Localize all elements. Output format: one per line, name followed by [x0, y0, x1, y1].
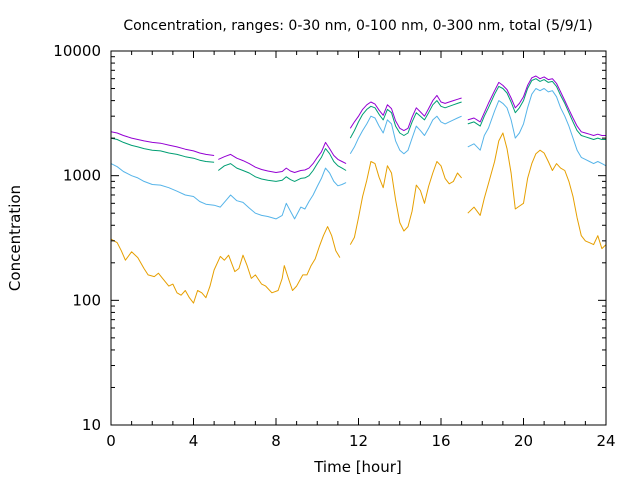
series-2-line-segment [349, 100, 462, 139]
ticks-layer: 0 4 8 12 16 20 24 10 100 1000 10000 [53, 42, 615, 450]
chart-title: Concentration, ranges: 0-30 nm, 0-100 nm… [123, 18, 592, 34]
y-tick-label: 1000 [63, 167, 101, 185]
series-1-line-segment [467, 88, 607, 167]
series-1-line-segment [110, 163, 347, 220]
series-3-line-segment [467, 75, 606, 136]
series-0-line-segment [349, 161, 462, 245]
series-3-line-segment [349, 94, 462, 132]
x-tick-label: 16 [431, 432, 450, 450]
x-tick-label: 20 [514, 432, 533, 450]
x-tick-label: 12 [349, 432, 368, 450]
series-0-line-segment [467, 132, 607, 250]
series-2-line-segment [217, 148, 347, 182]
x-tick-label: 24 [596, 432, 615, 450]
series-0-line-segment [110, 226, 341, 304]
series-3 [110, 75, 606, 173]
y-tick-label: 100 [72, 291, 101, 309]
series-3-line-segment [110, 131, 215, 156]
series-2-line-segment [467, 78, 606, 140]
series-1 [110, 88, 607, 220]
series-2 [110, 78, 606, 182]
series-layer [110, 75, 607, 304]
series-0 [110, 132, 607, 304]
y-tick-label: 10 [82, 416, 101, 434]
x-tick-label: 8 [271, 432, 281, 450]
series-1-line-segment [349, 115, 462, 155]
y-axis-label: Concentration [6, 185, 24, 291]
x-tick-label: 0 [106, 432, 116, 450]
series-3-line-segment [218, 141, 347, 173]
plot-frame [110, 50, 607, 426]
y-tick-label: 10000 [53, 42, 101, 60]
x-axis-label: Time [hour] [313, 458, 402, 476]
series-2-line-segment [110, 137, 215, 163]
x-tick-label: 4 [189, 432, 199, 450]
